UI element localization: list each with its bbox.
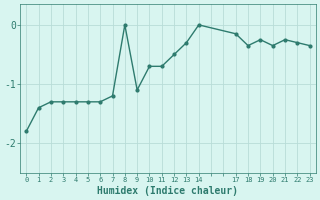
X-axis label: Humidex (Indice chaleur): Humidex (Indice chaleur) bbox=[98, 186, 238, 196]
